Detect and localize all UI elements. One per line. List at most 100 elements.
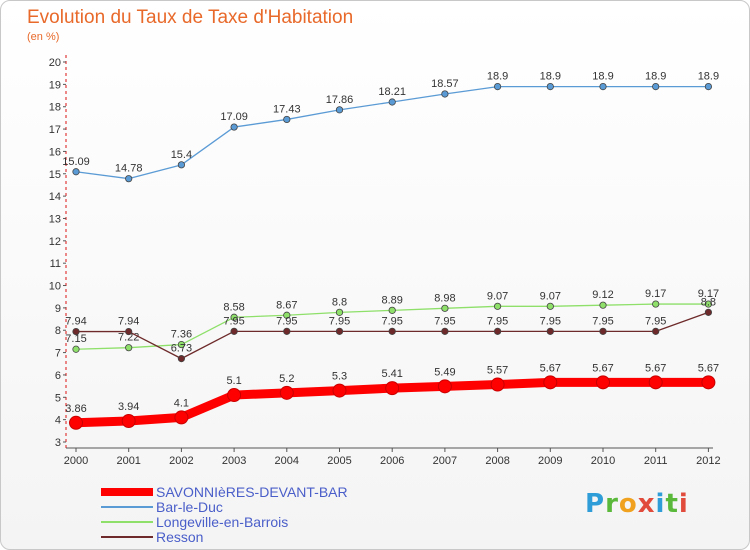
x-tick-label: 2007	[433, 455, 457, 467]
data-label: 7.95	[592, 315, 613, 327]
data-point	[283, 327, 291, 335]
data-label: 18.21	[378, 86, 406, 98]
y-tick-label: 14	[49, 191, 61, 203]
data-point	[69, 415, 83, 430]
data-point	[385, 381, 400, 396]
data-point	[177, 161, 185, 169]
data-point	[121, 413, 136, 428]
data-point	[493, 302, 502, 310]
data-label: 5.67	[592, 362, 613, 374]
data-label: 18.9	[592, 71, 613, 83]
data-label: 7.95	[329, 315, 350, 327]
data-point	[546, 327, 554, 335]
data-label: 14.78	[115, 163, 143, 175]
data-label: 5.1	[226, 375, 241, 387]
data-label: 5.2	[279, 373, 294, 385]
chart-title: Evolution du Taux de Taxe d'Habitation	[27, 7, 354, 28]
data-label: 7.95	[434, 315, 455, 327]
data-label: 18.57	[431, 78, 459, 90]
y-tick-label: 11	[50, 258, 61, 270]
data-label: 17.09	[220, 111, 248, 123]
data-point	[599, 82, 607, 91]
data-label: 5.3	[332, 371, 347, 383]
data-point	[490, 377, 505, 392]
x-tick-label: 2008	[485, 455, 509, 467]
data-point	[701, 375, 716, 390]
data-point	[648, 375, 663, 390]
data-label: 9.17	[698, 288, 719, 300]
legend-swatch	[101, 506, 153, 508]
data-label: 5.67	[540, 362, 561, 374]
data-point	[177, 340, 185, 349]
data-point	[704, 82, 713, 91]
x-tick-label: 2000	[64, 455, 88, 467]
data-point	[335, 106, 344, 114]
data-point	[388, 98, 396, 106]
data-point	[177, 355, 185, 363]
y-tick-label: 5	[55, 392, 61, 404]
legend-label: Resson	[156, 529, 204, 545]
legend-swatch	[101, 488, 153, 496]
data-point	[441, 90, 449, 98]
y-tick-label: 13	[49, 213, 61, 225]
y-tick-label: 10	[49, 281, 61, 293]
data-label: 18.9	[698, 71, 719, 83]
data-label: 6.73	[171, 343, 192, 355]
data-label: 5.67	[645, 362, 666, 374]
data-label: 5.41	[381, 368, 402, 380]
data-point	[125, 175, 133, 183]
data-point	[230, 123, 238, 131]
data-point	[704, 308, 713, 316]
data-label: 7.36	[171, 329, 192, 341]
data-point	[283, 311, 291, 319]
data-label: 7.94	[65, 316, 86, 328]
data-label: 5.67	[698, 362, 719, 374]
data-point	[230, 327, 238, 335]
data-point	[227, 388, 242, 403]
data-label: 9.07	[540, 290, 561, 302]
legend-swatch	[101, 536, 153, 538]
data-point	[125, 327, 133, 336]
data-point	[493, 82, 502, 91]
x-tick-label: 2009	[538, 455, 562, 467]
data-label: 8.58	[223, 301, 244, 313]
y-tick-label: 8	[55, 325, 61, 337]
y-tick-label: 12	[49, 236, 61, 248]
data-point	[596, 375, 610, 390]
x-tick-label: 2004	[275, 455, 299, 467]
y-tick-label: 9	[55, 303, 61, 315]
x-tick-label: 2005	[327, 455, 351, 467]
x-tick-label: 2002	[169, 455, 193, 467]
data-label: 7.94	[118, 316, 139, 328]
data-label: 7.95	[381, 315, 402, 327]
proxiti-logo: Proxiti	[585, 489, 689, 519]
data-label: 7.95	[276, 315, 297, 327]
data-label: 7.95	[223, 315, 244, 327]
x-tick-label: 2010	[591, 455, 615, 467]
data-point	[72, 168, 80, 176]
data-point	[230, 313, 238, 321]
data-label: 3.94	[118, 401, 139, 413]
data-point	[174, 410, 189, 425]
data-point	[437, 379, 452, 394]
data-point	[652, 327, 660, 335]
data-label: 7.95	[487, 315, 508, 327]
data-label: 7.95	[645, 315, 666, 327]
data-point	[125, 344, 133, 352]
data-label: 5.49	[434, 366, 455, 378]
legend-label: Longeville-en-Barrois	[156, 514, 289, 530]
y-tick-label: 17	[49, 124, 61, 136]
data-label: 9.07	[487, 290, 508, 302]
x-tick-label: 2003	[222, 455, 246, 467]
x-tick-label: 2001	[116, 455, 140, 467]
x-tick-label: 2006	[380, 455, 404, 467]
chart-unit-label: (en %)	[27, 31, 60, 43]
data-point	[546, 302, 554, 310]
data-point	[546, 82, 554, 91]
data-point	[332, 383, 347, 398]
data-label: 18.9	[645, 71, 666, 83]
data-label: 8.8	[332, 296, 347, 308]
data-point	[652, 300, 660, 308]
y-tick-label: 15	[49, 169, 61, 181]
data-label: 8.8	[701, 296, 716, 308]
